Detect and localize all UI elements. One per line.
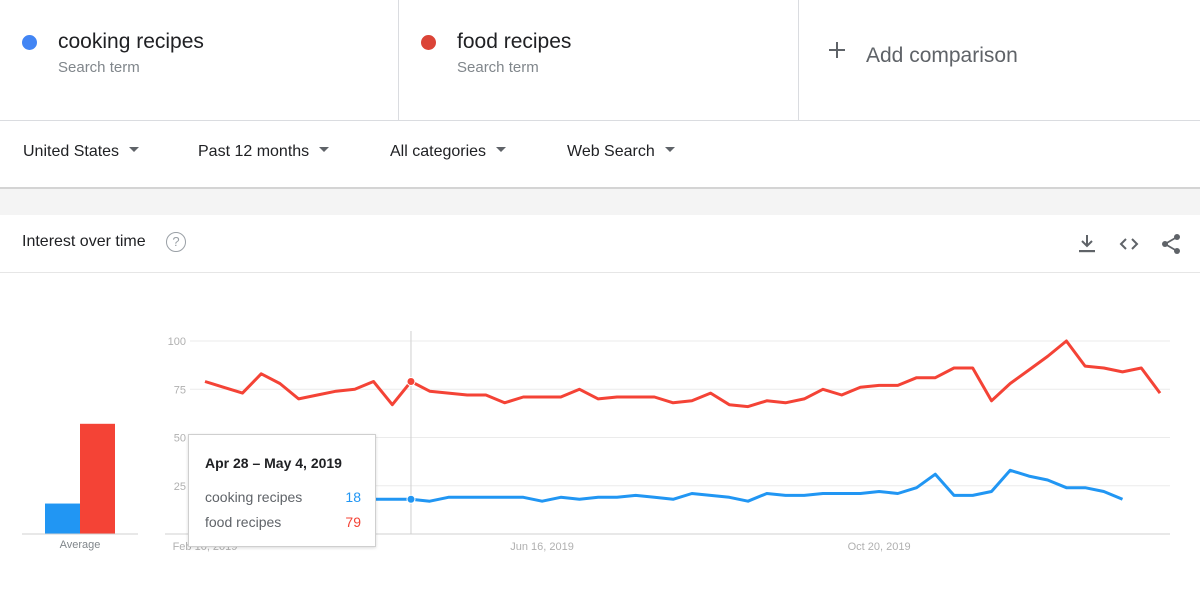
chevron-down-icon (496, 147, 507, 153)
average-bar (80, 423, 115, 534)
filters-bar: United States Past 12 months All categor… (0, 121, 1200, 189)
tooltip-row-cooking-recipes: cooking recipes 18 (205, 489, 361, 505)
tooltip-date: Apr 28 – May 4, 2019 (205, 455, 342, 471)
region-dropdown[interactable]: United States (23, 143, 140, 161)
series-color-dot (22, 35, 37, 50)
region-dropdown-label: United States (23, 143, 120, 160)
search-term-subtitle: Search term (58, 59, 140, 76)
plus-icon (827, 40, 847, 60)
search-term-card-food-recipes[interactable]: food recipes Search term (399, 0, 799, 120)
search-type-dropdown-label: Web Search (567, 143, 655, 160)
chevron-down-icon (319, 147, 330, 153)
add-comparison-label: Add comparison (866, 44, 1018, 67)
x-tick-label: Jun 16, 2019 (510, 541, 574, 553)
share-icon[interactable] (1159, 232, 1183, 256)
chart-tooltip: Apr 28 – May 4, 2019 cooking recipes 18 … (188, 434, 376, 547)
add-comparison-button[interactable]: Add comparison (799, 0, 1200, 120)
embed-icon[interactable] (1117, 232, 1141, 256)
compare-terms-bar: cooking recipes Search term food recipes… (0, 0, 1200, 121)
average-bar-chart: Average (22, 423, 138, 551)
search-type-dropdown[interactable]: Web Search (567, 143, 675, 161)
time-range-dropdown-label: Past 12 months (198, 143, 310, 160)
y-tick-label: 100 (168, 336, 186, 348)
search-term-subtitle: Search term (457, 59, 539, 76)
tooltip-series-value: 79 (345, 514, 361, 530)
chevron-down-icon (129, 147, 140, 153)
tooltip-series-value: 18 (345, 489, 361, 505)
interest-over-time-header: Interest over time ? (0, 215, 1200, 273)
x-tick-label: Oct 20, 2019 (848, 541, 911, 553)
search-term-name: cooking recipes (58, 30, 204, 53)
category-dropdown[interactable]: All categories (390, 143, 507, 161)
tooltip-series-name: cooking recipes (205, 489, 303, 505)
y-tick-label: 25 (174, 481, 186, 493)
tooltip-row-food-recipes: food recipes 79 (205, 514, 361, 530)
average-label: Average (60, 539, 101, 551)
hover-point (406, 494, 416, 504)
hover-point (406, 377, 416, 387)
chevron-down-icon (664, 147, 675, 153)
series-line (204, 339, 1162, 409)
tooltip-series-name: food recipes (205, 514, 282, 530)
section-separator (0, 189, 1200, 215)
average-bar (45, 503, 80, 534)
search-term-name: food recipes (457, 30, 572, 53)
widget-title: Interest over time (22, 233, 146, 250)
search-term-card-cooking-recipes[interactable]: cooking recipes Search term (0, 0, 399, 120)
category-dropdown-label: All categories (390, 143, 487, 160)
help-icon[interactable]: ? (166, 232, 186, 252)
series-color-dot (421, 35, 436, 50)
y-tick-label: 50 (174, 433, 186, 445)
time-range-dropdown[interactable]: Past 12 months (198, 143, 330, 161)
y-tick-label: 75 (174, 384, 186, 396)
download-icon[interactable] (1075, 232, 1099, 256)
